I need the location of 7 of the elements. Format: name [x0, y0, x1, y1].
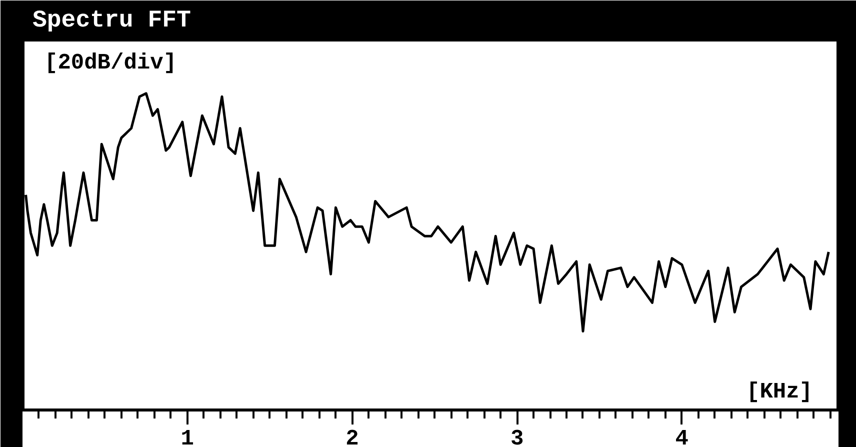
- chart-title: Spectru FFT: [32, 8, 191, 34]
- x-tick-label: 2: [346, 426, 359, 447]
- x-tick-label: 4: [675, 426, 688, 447]
- x-tick-label: 3: [510, 426, 524, 447]
- x-axis-title: [KHz]: [746, 380, 813, 404]
- text: [20dB/div]: [44, 50, 177, 76]
- x-tick-label: 1: [180, 426, 194, 447]
